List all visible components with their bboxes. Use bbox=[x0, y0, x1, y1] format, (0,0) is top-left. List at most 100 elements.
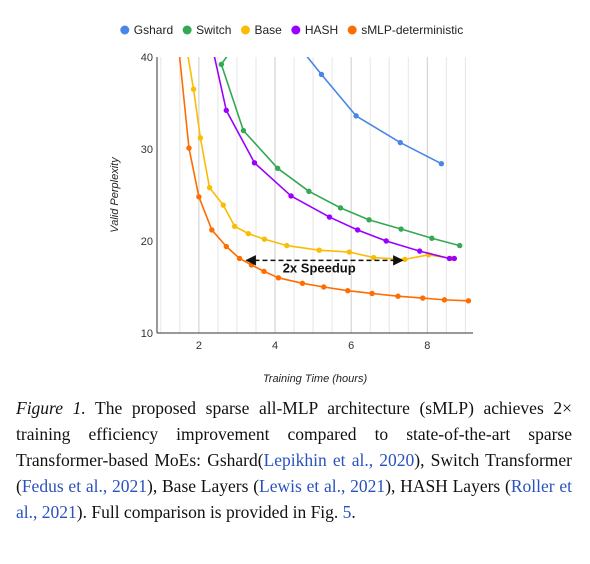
data-point bbox=[240, 127, 247, 134]
legend-item-smlp-deterministic: sMLP-deterministic bbox=[347, 23, 463, 37]
data-point bbox=[429, 235, 435, 241]
series-hash bbox=[213, 57, 458, 262]
data-point bbox=[383, 238, 389, 244]
data-point bbox=[326, 214, 333, 220]
data-point bbox=[209, 227, 215, 233]
data-point bbox=[284, 242, 290, 249]
figure-label: Figure 1. bbox=[16, 398, 86, 418]
data-point bbox=[299, 280, 306, 287]
citation-link[interactable]: Roller et al., 2021 bbox=[16, 476, 573, 522]
series-line bbox=[220, 57, 460, 247]
caption-text: The proposed sparse all-MLP architecture… bbox=[16, 398, 572, 470]
data-point bbox=[465, 298, 472, 304]
caption-text: ). Full comparison is provided in Fig. bbox=[76, 502, 343, 522]
series-switch bbox=[218, 16, 463, 249]
y-axis-title: Valid Perplexity bbox=[109, 156, 121, 233]
data-point bbox=[318, 71, 325, 78]
data-point bbox=[446, 255, 453, 262]
data-point bbox=[196, 194, 202, 200]
legend-item-switch: Switch bbox=[182, 23, 231, 37]
data-point bbox=[190, 86, 197, 92]
legend-label: sMLP-deterministic bbox=[361, 23, 463, 37]
data-point bbox=[369, 290, 375, 297]
citation-link[interactable]: Fedus et al., 2021 bbox=[21, 476, 148, 496]
data-point bbox=[288, 193, 294, 199]
data-point bbox=[275, 275, 282, 281]
legend-label: Base bbox=[254, 23, 282, 37]
data-point bbox=[223, 107, 229, 114]
data-point bbox=[316, 247, 322, 253]
data-point bbox=[337, 205, 344, 211]
data-point bbox=[223, 243, 229, 250]
data-point bbox=[176, 45, 181, 50]
x-tick-label: 4 bbox=[272, 340, 278, 352]
data-point bbox=[370, 254, 377, 261]
x-tick-label: 8 bbox=[424, 340, 430, 352]
perplexity-chart: Gshard Switch Base HASH sMLP-deterministic 1… bbox=[109, 16, 473, 385]
legend-swatch bbox=[347, 25, 357, 35]
data-point bbox=[321, 284, 327, 290]
data-point bbox=[438, 161, 445, 167]
y-tick-label: 30 bbox=[141, 144, 153, 156]
caption-text: ), HASH Layers ( bbox=[385, 476, 511, 496]
legend-item-gshard: Gshard bbox=[120, 23, 173, 37]
data-point bbox=[395, 293, 401, 299]
series-group bbox=[176, 16, 472, 304]
x-tick-label: 2 bbox=[196, 340, 202, 352]
data-point bbox=[197, 135, 204, 141]
citation-link[interactable]: Lewis et al., 2021 bbox=[259, 476, 386, 496]
data-point bbox=[354, 227, 361, 233]
data-point bbox=[294, 41, 299, 46]
speedup-label: 2x Speedup bbox=[283, 260, 356, 275]
data-point bbox=[248, 262, 255, 268]
data-point bbox=[346, 249, 352, 255]
y-tick-label: 10 bbox=[141, 328, 153, 340]
citation-link[interactable]: Lepikhin et al., 2020 bbox=[263, 450, 415, 470]
x-tick-label: 6 bbox=[348, 340, 354, 352]
series-gshard bbox=[294, 41, 445, 167]
data-point bbox=[206, 184, 213, 191]
annotation: 2x Speedup bbox=[245, 255, 404, 275]
figure-caption: Figure 1. The proposed sparse all-MLP ar… bbox=[16, 395, 572, 525]
legend: Gshard Switch Base HASH sMLP-deterministic bbox=[120, 23, 463, 37]
series-smlp-deterministic bbox=[176, 45, 472, 304]
data-point bbox=[261, 268, 267, 275]
series-line bbox=[213, 57, 455, 260]
legend-item-base: Base bbox=[240, 23, 282, 37]
legend-swatch bbox=[240, 25, 250, 35]
data-point bbox=[345, 287, 351, 294]
data-point bbox=[183, 41, 188, 46]
caption-text: ), Base Layers ( bbox=[147, 476, 260, 496]
data-point bbox=[245, 230, 252, 237]
x-axis-title: Training Time (hours) bbox=[263, 373, 368, 385]
data-point bbox=[261, 236, 268, 242]
caption-text: . bbox=[351, 502, 356, 522]
data-point bbox=[366, 217, 372, 223]
series-line bbox=[306, 57, 442, 165]
axes: 10 20 30 40 2 4 6 8 Training Time (hours) Valid P… bbox=[109, 52, 473, 385]
citation-link[interactable]: 5 bbox=[342, 502, 352, 522]
data-point bbox=[402, 256, 408, 263]
data-point bbox=[251, 16, 256, 21]
data-point bbox=[251, 160, 258, 166]
y-tick-label: 20 bbox=[141, 236, 153, 248]
legend-item-hash: HASH bbox=[291, 23, 338, 37]
data-point bbox=[456, 242, 463, 249]
y-tick-label: 40 bbox=[141, 52, 153, 64]
legend-swatch bbox=[291, 25, 301, 35]
caption-text: ), Switch Transformer ( bbox=[16, 450, 572, 496]
data-point bbox=[186, 145, 192, 151]
data-point bbox=[397, 139, 403, 146]
data-point bbox=[416, 248, 423, 254]
legend-swatch bbox=[120, 25, 130, 35]
legend-label: Gshard bbox=[134, 23, 173, 37]
data-point bbox=[218, 61, 225, 68]
legend-label: HASH bbox=[305, 23, 338, 37]
data-point bbox=[231, 223, 238, 229]
legend-label: Switch bbox=[196, 23, 231, 37]
data-point bbox=[398, 226, 404, 232]
data-point bbox=[274, 165, 281, 172]
data-point bbox=[220, 202, 226, 208]
data-point bbox=[306, 188, 312, 195]
grid bbox=[160, 57, 466, 333]
